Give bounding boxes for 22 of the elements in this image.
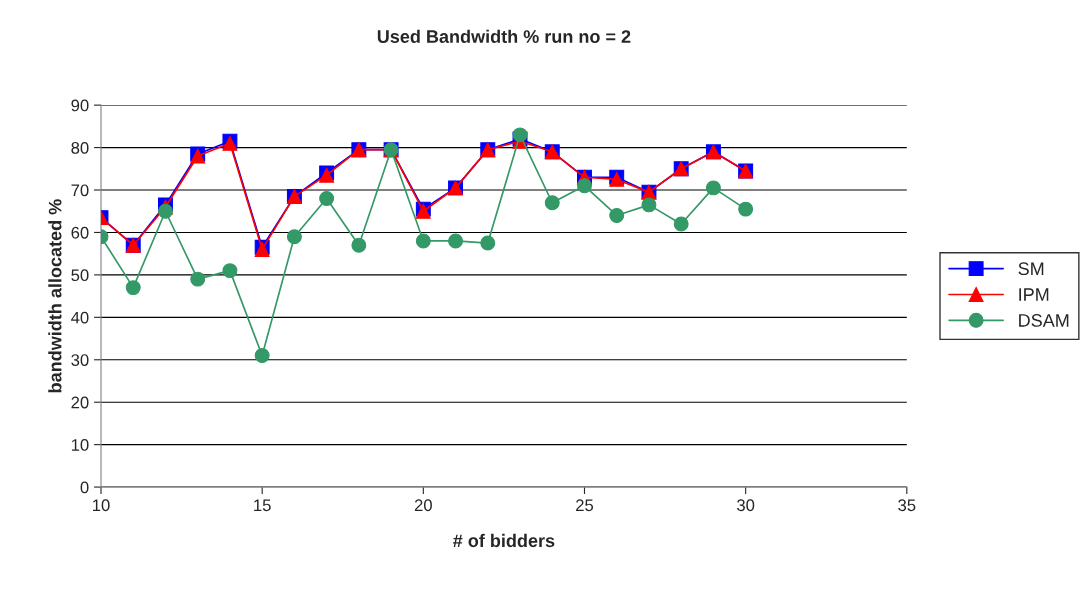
legend-label: DSAM: [1019, 314, 1069, 327]
y-tick-label: 0: [80, 481, 89, 494]
y-tick-label: 70: [71, 184, 89, 197]
x-tick-label: 35: [898, 499, 916, 512]
y-tick-label: 50: [71, 269, 89, 282]
y-tick-label: 60: [71, 226, 89, 239]
x-tick-label: 15: [254, 499, 271, 512]
y-tick-label: 20: [71, 396, 89, 409]
y-tick-label: 80: [71, 141, 89, 154]
x-tick-label: 10: [93, 499, 110, 512]
x-tick-label: 25: [576, 499, 594, 512]
y-tick-label: 90: [71, 99, 89, 112]
legend-label: IPM: [1019, 288, 1049, 301]
y-axis-title: bandwidth allocated %: [48, 199, 62, 393]
chart-title: Used Bandwidth % run no = 2: [377, 29, 631, 43]
y-tick-label: 30: [71, 354, 89, 366]
x-tick-label: 30: [737, 499, 755, 512]
x-tick-label: 20: [414, 499, 432, 512]
y-tick-label: 40: [71, 311, 89, 324]
y-tick-label: 10: [71, 439, 89, 451]
legend-label: SM: [1018, 262, 1044, 276]
x-axis-title: # of bidders: [453, 533, 555, 548]
